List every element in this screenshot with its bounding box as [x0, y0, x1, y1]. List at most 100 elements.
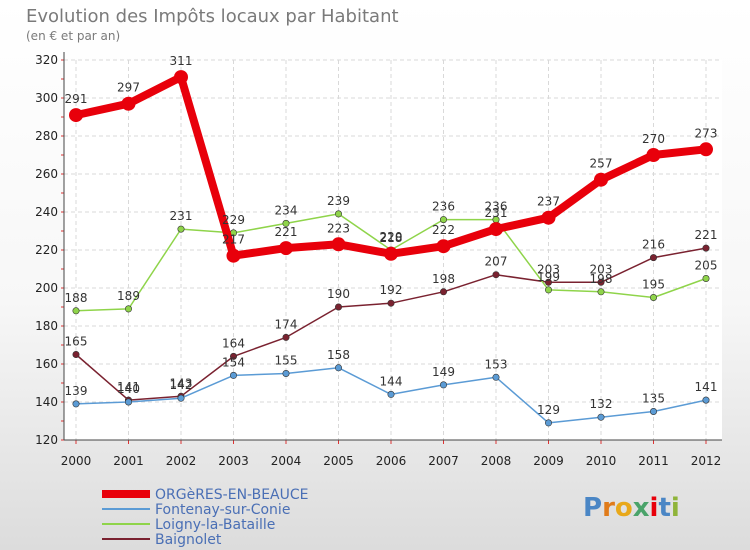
data-point [649, 407, 657, 415]
data-label: 192 [380, 283, 403, 297]
data-label: 189 [117, 289, 140, 303]
data-label: 155 [275, 354, 298, 368]
data-point [439, 216, 447, 224]
y-tick-label: 180 [35, 319, 58, 333]
data-point [544, 286, 552, 294]
data-label: 165 [65, 335, 88, 349]
data-label: 139 [65, 384, 88, 398]
brand-letter: P [583, 493, 602, 523]
data-label: 203 [590, 262, 613, 276]
data-label: 236 [432, 200, 455, 214]
data-point [174, 70, 188, 85]
x-tick-label: 2011 [638, 454, 669, 468]
data-label: 140 [117, 382, 140, 396]
data-point [282, 333, 290, 341]
data-point [699, 142, 713, 157]
data-label: 188 [65, 291, 88, 305]
data-label: 270 [642, 132, 665, 146]
chart-title: Evolution des Impôts locaux par Habitant [26, 6, 399, 27]
y-tick-label: 320 [35, 53, 58, 67]
brand-letter: o [615, 493, 633, 523]
data-label: 231 [485, 206, 508, 220]
x-tick-label: 2006 [376, 454, 407, 468]
data-point [387, 299, 395, 307]
y-tick-label: 300 [35, 91, 58, 105]
data-point [72, 400, 80, 408]
data-point [384, 246, 398, 261]
data-point [279, 241, 293, 256]
legend-label: Fontenay-sur-Conie [155, 502, 290, 518]
data-point [282, 369, 290, 377]
data-point [125, 398, 133, 406]
data-label: 220 [380, 230, 403, 244]
data-label: 221 [275, 225, 298, 239]
data-label: 141 [695, 380, 718, 394]
data-label: 205 [695, 259, 718, 273]
data-point [177, 394, 185, 402]
data-label: 239 [327, 194, 350, 208]
data-point [282, 219, 290, 227]
legend-label: Loigny-la-Bataille [155, 517, 275, 533]
data-point [69, 108, 83, 123]
data-label: 132 [590, 397, 613, 411]
y-tick-label: 280 [35, 129, 58, 143]
data-label: 198 [432, 272, 455, 286]
data-label: 237 [537, 195, 560, 209]
data-label: 164 [222, 336, 245, 350]
x-tick-label: 2004 [271, 454, 302, 468]
data-point [702, 274, 710, 282]
data-point [436, 239, 451, 254]
data-label: 153 [485, 357, 508, 371]
data-point [230, 371, 238, 379]
data-point [230, 352, 238, 360]
data-label: 297 [117, 81, 140, 95]
brand-letter: r [602, 493, 615, 523]
data-point [597, 288, 605, 296]
data-point [646, 148, 661, 162]
data-label: 135 [642, 392, 665, 406]
data-label: 143 [170, 376, 193, 390]
data-label: 311 [170, 54, 193, 68]
data-point [72, 307, 80, 315]
data-point [597, 278, 605, 286]
y-tick-label: 200 [35, 281, 58, 295]
data-point [492, 271, 500, 279]
chart-subtitle: (en € et par an) [26, 29, 120, 43]
brand-letter: t [658, 493, 670, 523]
data-point [334, 364, 342, 372]
data-point [387, 390, 395, 398]
data-point [544, 278, 552, 286]
data-label: 195 [642, 278, 665, 292]
data-label: 203 [537, 262, 560, 276]
data-point [702, 244, 710, 252]
series-layer [69, 70, 713, 427]
data-point [125, 305, 133, 313]
data-label: 217 [222, 233, 245, 247]
x-tick-label: 2002 [166, 454, 197, 468]
data-label: 216 [642, 238, 665, 252]
data-point [226, 248, 241, 263]
data-label: 144 [380, 374, 403, 388]
data-point [334, 303, 342, 311]
data-label: 273 [695, 126, 718, 140]
data-point [177, 225, 185, 233]
data-point [649, 254, 657, 262]
data-label: 223 [327, 221, 350, 235]
data-point [649, 293, 657, 301]
data-label: 291 [65, 92, 88, 106]
y-tick-label: 240 [35, 205, 58, 219]
data-label: 154 [222, 355, 245, 369]
data-point [489, 222, 503, 237]
x-tick-label: 2007 [428, 454, 459, 468]
data-label: 257 [590, 157, 613, 171]
axes: 120 140 160 180 200 220 240 260 280 300 320 2000 200… [35, 52, 722, 468]
legend-label: Baignolet [155, 532, 222, 548]
data-point [439, 288, 447, 296]
x-tick-label: 2000 [61, 454, 92, 468]
x-tick-label: 2005 [323, 454, 354, 468]
data-label: 234 [275, 203, 298, 217]
x-tick-label: 2010 [586, 454, 617, 468]
data-point [334, 210, 342, 218]
x-tick-label: 2009 [533, 454, 564, 468]
